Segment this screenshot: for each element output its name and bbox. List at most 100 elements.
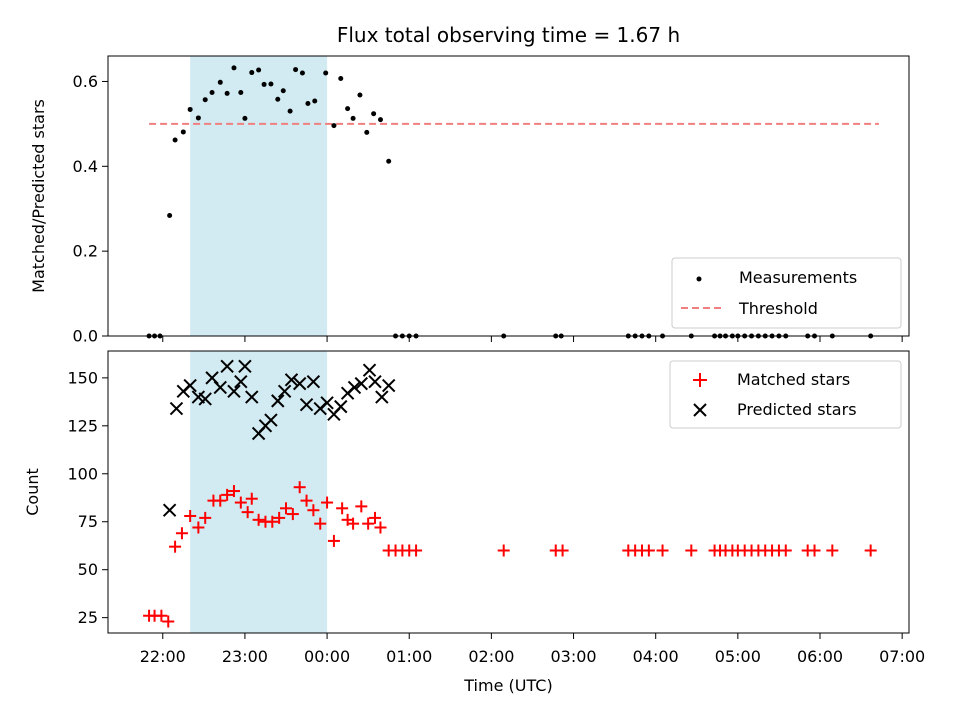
- matched-stars-point: [826, 544, 839, 557]
- matched-stars-point: [221, 488, 234, 501]
- predicted-stars-point: [299, 398, 314, 412]
- predicted-stars-point: [220, 359, 234, 374]
- predicted-stars-point: [198, 392, 212, 406]
- legend-predicted-marker: [693, 403, 707, 417]
- legend-matched-marker: [693, 373, 707, 387]
- measurement-point: [231, 65, 237, 71]
- matched-stars-point: [280, 502, 292, 515]
- bottom-y-tick-label: 125: [67, 416, 98, 435]
- predicted-stars-point: [347, 380, 362, 395]
- x-tick-label: 03:00: [550, 647, 596, 666]
- predicted-stars-point: [162, 503, 177, 517]
- measurement-point: [209, 89, 215, 95]
- bottom-axes-frame: [107, 350, 910, 634]
- measurement-point: [338, 75, 344, 81]
- predicted-stars-point: [213, 380, 227, 395]
- matched-stars-point: [336, 502, 349, 515]
- matched-stars-point: [314, 517, 327, 530]
- predicted-stars-point: [234, 374, 248, 389]
- matched-stars-point: [374, 521, 387, 534]
- legend-measurements-marker: [696, 276, 702, 282]
- measurement-point: [331, 123, 337, 129]
- matched-stars-point: [252, 513, 265, 526]
- matched-stars-point: [685, 544, 698, 557]
- bottom-y-tick-label: 150: [67, 368, 98, 387]
- bottom-y-tick-label: 50: [78, 560, 98, 579]
- matched-stars-point: [656, 544, 669, 557]
- bottom-y-tick-label: 25: [78, 608, 98, 627]
- bottom-legend-box: [669, 360, 902, 429]
- top-axes-frame: [107, 55, 910, 337]
- legend-measurements-label: Measurements: [739, 268, 857, 287]
- top-y-tick-label: 0.6: [73, 72, 98, 91]
- matched-stars-point: [214, 494, 227, 507]
- top-legend-box: [671, 257, 902, 329]
- measurement-point: [249, 70, 255, 76]
- matched-stars-point: [293, 481, 306, 494]
- measurement-point: [305, 101, 311, 107]
- matched-stars-point: [169, 540, 182, 553]
- bottom-highlight-span: [190, 351, 328, 633]
- measurement-point: [293, 67, 299, 73]
- measurement-point: [275, 96, 281, 102]
- predicted-stars-point: [264, 413, 278, 427]
- predicted-stars-point: [169, 401, 184, 416]
- x-tick-label: 07:00: [879, 647, 925, 666]
- measurement-point: [299, 70, 305, 76]
- measurement-point: [217, 79, 223, 85]
- matched-stars-point: [245, 492, 258, 505]
- measurement-point: [256, 67, 262, 73]
- top-y-tick-label: 0.4: [73, 157, 98, 176]
- measurement-point: [287, 108, 293, 114]
- matched-stars-series: [143, 481, 877, 628]
- measurement-point: [268, 81, 274, 87]
- matched-stars-point: [864, 544, 877, 557]
- measurement-point: [386, 158, 392, 164]
- matched-stars-point: [241, 506, 254, 519]
- measurement-point: [364, 129, 370, 135]
- bottom-x-axis-label: Time (UTC): [463, 676, 552, 695]
- x-tick-label: 22:00: [140, 647, 186, 666]
- matched-stars-point: [199, 511, 212, 524]
- top-chart-title: Flux total observing time = 1.67 h: [337, 23, 680, 47]
- bottom-y-tick-label: 100: [67, 464, 98, 483]
- measurement-point: [261, 81, 267, 87]
- measurement-point: [172, 137, 178, 143]
- x-tick-label: 02:00: [468, 647, 514, 666]
- matched-stars-point: [497, 544, 510, 557]
- bottom-y-tick-label: 75: [78, 512, 98, 531]
- bottom-panel: 25 50 75 100 125 150 22:00 23:00 00:00 01:00 02:0…: [23, 350, 925, 695]
- matched-stars-point: [184, 509, 197, 522]
- matched-stars-point: [266, 515, 279, 528]
- predicted-stars-point: [183, 378, 197, 393]
- x-tick-label: 06:00: [797, 647, 843, 666]
- legend-threshold-label: Threshold: [738, 299, 818, 318]
- predicted-stars-point: [381, 378, 396, 393]
- matched-stars-point: [175, 527, 188, 540]
- measurements-series: [146, 65, 874, 339]
- legend-predicted-label: Predicted stars: [737, 400, 857, 419]
- measurement-point: [242, 115, 248, 121]
- matched-stars-point: [300, 494, 313, 507]
- predicted-stars-point: [320, 396, 334, 410]
- matched-stars-point: [410, 544, 423, 557]
- matched-stars-point: [227, 485, 240, 498]
- measurement-point: [323, 70, 329, 76]
- predicted-stars-point: [354, 376, 369, 391]
- matched-stars-point: [286, 508, 299, 521]
- matched-stars-point: [155, 609, 168, 622]
- x-tick-label: 23:00: [222, 647, 268, 666]
- measurement-point: [224, 90, 230, 96]
- measurement-point: [371, 111, 377, 117]
- predicted-stars-point: [368, 374, 382, 389]
- matched-stars-point: [347, 517, 360, 530]
- predicted-stars-point: [334, 399, 348, 414]
- measurement-point: [167, 213, 173, 219]
- predicted-stars-point: [245, 390, 259, 404]
- measurement-point: [195, 115, 201, 121]
- matched-stars-point: [362, 517, 375, 530]
- measurement-point: [377, 117, 383, 123]
- measurement-point: [350, 115, 356, 121]
- measurement-point: [345, 106, 351, 112]
